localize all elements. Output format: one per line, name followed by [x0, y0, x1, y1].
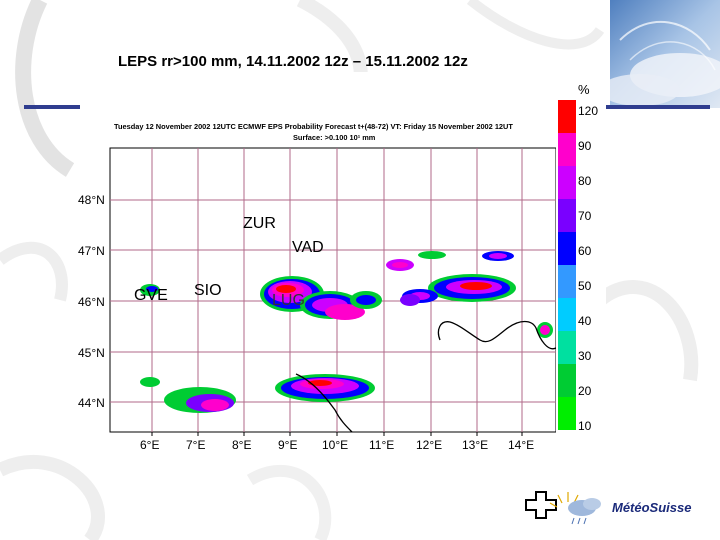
lat-label: 45°N [78, 346, 105, 360]
lat-label: 44°N [78, 396, 105, 410]
coastline [295, 320, 557, 433]
colorbar-unit: % [578, 82, 590, 97]
colorbar-swatch [558, 166, 576, 199]
lon-label: 6°E [140, 438, 160, 452]
city-label-gve: GVE [134, 287, 168, 304]
lat-label: 46°N [78, 295, 105, 309]
probability-contours [140, 251, 553, 413]
corner-sky-image [610, 0, 720, 108]
colorbar-level: 30 [578, 349, 592, 363]
colorbar-level: 70 [578, 209, 592, 223]
colorbar-level: 50 [578, 279, 592, 293]
map-header-line2: Surface: >0.100 10¹ mm [293, 133, 376, 142]
city-label-lug: LUG [272, 292, 305, 309]
colorbar-swatches [558, 100, 576, 430]
colorbar-swatch [558, 100, 576, 133]
lon-label: 8°E [232, 438, 252, 452]
city-label-vad: VAD [292, 239, 324, 256]
meteosuisse-logo [525, 491, 601, 525]
lon-label: 13°E [462, 438, 489, 452]
lon-label: 7°E [186, 438, 206, 452]
slide-title: LEPS rr>100 mm, 14.11.2002 12z – 15.11.2… [118, 53, 468, 70]
lon-label: 11°E [369, 438, 395, 452]
city-label-zur: ZUR [243, 215, 276, 232]
colorbar-swatch [558, 331, 576, 364]
colorbar-level: 60 [578, 244, 592, 258]
colorbar-level: 90 [578, 139, 592, 153]
colorbar-swatch [558, 232, 576, 265]
lon-label: 12°E [416, 438, 443, 452]
lon-label: 9°E [278, 438, 298, 452]
title-rule-right [590, 105, 710, 109]
lon-label: 14°E [508, 438, 535, 452]
lat-label: 47°N [78, 244, 105, 258]
lon-label: 10°E [322, 438, 349, 452]
colorbar-swatch [558, 265, 576, 298]
colorbar-level: 20 [578, 384, 592, 398]
colorbar-level: 120 [578, 104, 599, 118]
meteosuisse-logo-text: MétéoSuisse [612, 500, 692, 515]
colorbar-swatch [558, 133, 576, 166]
lat-label: 48°N [78, 193, 105, 207]
colorbar-swatch [558, 298, 576, 331]
map-header-line1: Tuesday 12 November 2002 12UTC ECMWF EPS… [114, 122, 513, 131]
colorbar-level: 40 [578, 314, 592, 328]
colorbar-swatch [558, 364, 576, 397]
title-rule-left [24, 105, 84, 109]
city-label-sio: SIO [194, 282, 222, 299]
colorbar-swatch [558, 199, 576, 232]
colorbar-level: 10 [578, 419, 592, 433]
colorbar-swatch [558, 397, 576, 430]
colorbar-level: 80 [578, 174, 592, 188]
